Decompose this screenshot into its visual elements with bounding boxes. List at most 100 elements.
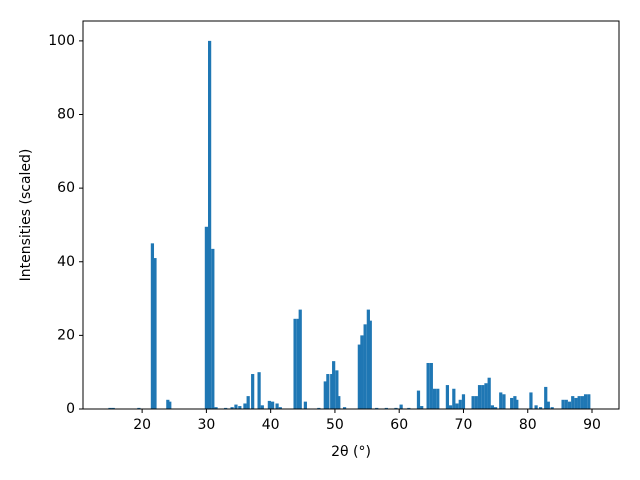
bar <box>384 407 388 409</box>
bar <box>436 388 440 409</box>
bar <box>571 396 575 409</box>
bar <box>394 407 398 409</box>
bar <box>564 399 568 409</box>
bar <box>529 392 533 409</box>
bar <box>275 403 279 409</box>
bar <box>278 407 282 409</box>
bar <box>360 335 364 409</box>
bar <box>368 320 372 409</box>
bar <box>574 397 578 409</box>
bar <box>432 388 437 409</box>
bar <box>515 399 519 409</box>
bar <box>429 362 433 409</box>
bar <box>153 258 157 409</box>
bar <box>366 309 370 409</box>
bar <box>461 394 466 409</box>
bar <box>330 374 334 409</box>
bar <box>484 383 488 409</box>
bar <box>211 248 215 409</box>
bar <box>513 396 517 409</box>
bar <box>137 407 141 409</box>
bar <box>481 385 485 409</box>
bar <box>342 407 347 409</box>
bar <box>490 405 494 409</box>
bar <box>260 405 264 409</box>
bar <box>477 385 482 409</box>
bar <box>474 396 478 409</box>
bar <box>317 407 321 409</box>
bar <box>567 401 572 409</box>
bar <box>335 370 339 409</box>
x-tick-label: 90 <box>583 417 601 433</box>
y-axis-label: Intensities (scaled) <box>18 149 34 282</box>
y-tick-label: 100 <box>48 33 75 49</box>
bar <box>550 407 554 409</box>
bar <box>445 385 450 409</box>
bar <box>357 344 361 409</box>
bar <box>510 397 514 409</box>
bar <box>375 407 379 409</box>
bar <box>416 390 421 409</box>
bar <box>298 309 302 409</box>
bar <box>326 374 330 409</box>
bar <box>337 396 341 409</box>
bar <box>111 407 115 409</box>
bar <box>246 396 250 409</box>
bar <box>487 377 491 409</box>
y-tick-label: 20 <box>57 327 75 343</box>
x-tick-label: 30 <box>197 417 215 433</box>
bar <box>296 318 300 409</box>
x-tick-label: 20 <box>133 417 151 433</box>
y-tick-label: 0 <box>66 401 75 417</box>
bar <box>108 407 112 409</box>
bar <box>493 407 498 409</box>
bar <box>538 407 543 409</box>
bar <box>534 405 538 409</box>
bar <box>471 396 475 409</box>
x-axis-label: 2θ (°) <box>331 444 371 460</box>
bar <box>234 404 238 409</box>
x-tick-label: 60 <box>390 417 408 433</box>
bar <box>455 403 459 409</box>
bar <box>224 407 228 409</box>
bar <box>577 396 581 409</box>
bar <box>267 400 271 409</box>
bar <box>270 401 275 409</box>
plot-frame <box>82 20 620 410</box>
bar <box>544 386 548 409</box>
bar <box>580 396 584 409</box>
bar <box>204 226 209 409</box>
bar <box>452 388 456 409</box>
y-tick-label: 80 <box>57 107 75 123</box>
y-tick-label: 60 <box>57 180 75 196</box>
bar <box>238 406 242 409</box>
bar <box>587 394 591 409</box>
bar <box>303 401 307 409</box>
bar <box>449 405 453 409</box>
bar <box>399 404 403 409</box>
bar <box>251 374 255 409</box>
bar <box>458 399 462 409</box>
y-tick-label: 40 <box>57 254 75 270</box>
x-tick-label: 50 <box>326 417 344 433</box>
bar <box>166 399 170 409</box>
bar <box>293 318 297 409</box>
bar <box>426 362 430 409</box>
bar <box>363 324 367 409</box>
bar <box>561 399 565 409</box>
bar <box>323 381 327 409</box>
bar <box>546 401 550 409</box>
bar <box>214 407 218 409</box>
bar <box>420 406 424 409</box>
bar <box>230 407 234 409</box>
bar <box>150 243 155 409</box>
x-tick-label: 80 <box>519 417 537 433</box>
bar <box>502 394 506 409</box>
x-tick-label: 70 <box>455 417 473 433</box>
bar <box>332 361 336 409</box>
bar <box>168 401 172 409</box>
bar <box>257 372 261 409</box>
bar <box>407 407 411 409</box>
bar <box>583 394 588 409</box>
